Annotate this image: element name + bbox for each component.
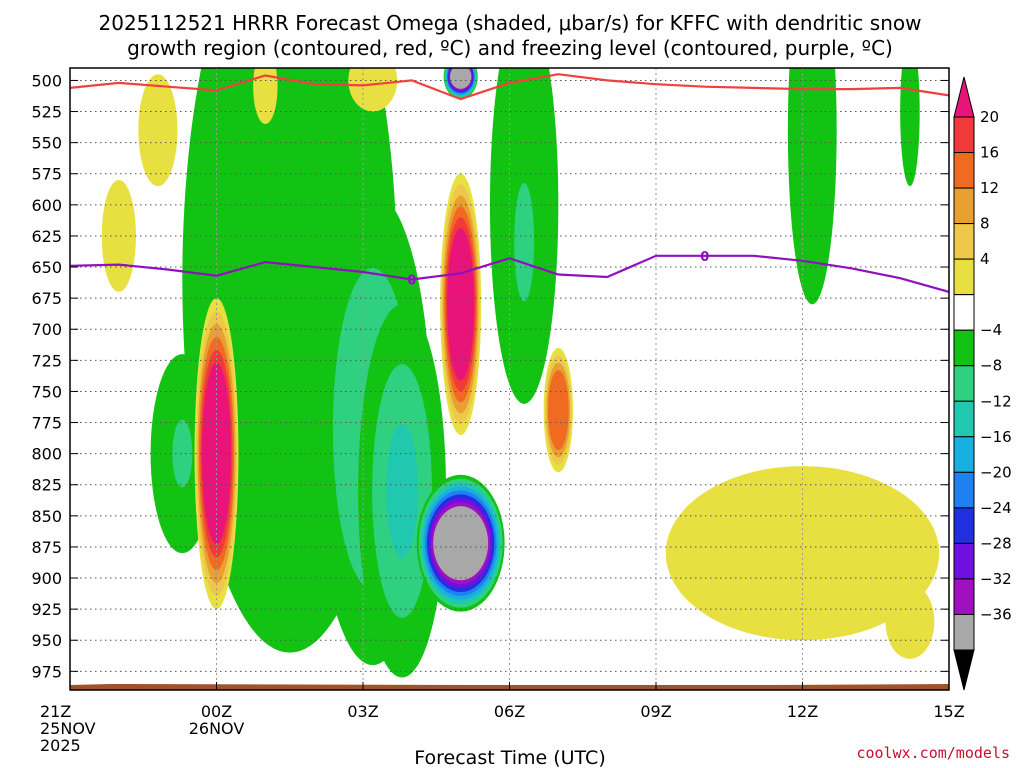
colorbar-label-10: −24: [980, 499, 1012, 517]
teal-region-2230z-level-1: [172, 419, 193, 488]
omega-shading: [101, 68, 940, 678]
weak-upward-14z: [885, 584, 935, 659]
y-tick-label-575: 575: [31, 165, 62, 184]
colorbar-box-2: [953, 187, 975, 225]
teal-region-0630z-level-1: [514, 182, 535, 302]
colorbar-box-9: [953, 436, 975, 473]
colorbar-top-arrow: [953, 76, 975, 118]
y-tick-label-775: 775: [31, 414, 62, 433]
colorbar-box-1: [953, 152, 975, 189]
colorbar-label-4: 4: [980, 250, 990, 268]
colorbar-box-11: [953, 507, 975, 544]
green-region-12z-level-0: [787, 68, 837, 305]
colorbar-label-8: −16: [980, 428, 1012, 446]
colorbar-label-5: −4: [980, 321, 1002, 339]
x-tick-label-4-0: 09Z: [640, 702, 671, 721]
x-tick-label-1-0: 00Z: [201, 702, 232, 721]
colorbar-label-13: −36: [980, 605, 1012, 623]
weak-upward-01z-top: [253, 68, 278, 124]
y-tick-label-600: 600: [31, 196, 62, 215]
colorbar-box-0: [953, 116, 975, 154]
x-tick-label-0-2: 2025: [40, 736, 81, 755]
downward-core-05z-level-8: [433, 506, 489, 581]
colorbar-label-2: 12: [980, 179, 999, 197]
x-tick-label-0-0: 21Z: [40, 702, 71, 721]
colorbar-bottom-arrow: [953, 649, 975, 691]
downward-top-05z-level-8: [449, 68, 472, 89]
colorbar-label-7: −12: [980, 392, 1012, 410]
colorbar-label-6: −8: [980, 357, 1002, 375]
x-tick-label-0-1: 25NOV: [40, 719, 96, 738]
colorbar-label-1: 16: [980, 144, 999, 162]
colorbar-label-3: 8: [980, 215, 990, 233]
colorbar-box-4: [953, 258, 975, 296]
y-tick-label-875: 875: [31, 538, 62, 557]
grid-lines: [70, 68, 949, 690]
y-tick-label-525: 525: [31, 103, 62, 122]
credit-text: coolwx.com/models: [856, 744, 1010, 762]
y-tick-label-975: 975: [31, 662, 62, 681]
y-axis: 500 525 550 575 600 625 650 675 700 725 750 775 800 8…: [31, 71, 949, 681]
y-tick-label-950: 950: [31, 631, 62, 650]
chart-title-line2: growth region (contoured, red, ºC) and f…: [127, 36, 893, 60]
plot-area: 00: [70, 68, 949, 690]
colorbar-box-8: [953, 400, 975, 438]
x-tick-label-5-0: 12Z: [787, 702, 818, 721]
y-tick-label-800: 800: [31, 445, 62, 464]
y-tick-label-825: 825: [31, 476, 62, 495]
chart-title-line1: 2025112521 HRRR Forecast Omega (shaded, …: [99, 11, 922, 35]
dendritic-growth-contour: [70, 73, 949, 101]
colorbar-box-13: [953, 578, 975, 615]
x-tick-label-2-0: 03Z: [347, 702, 378, 721]
freezing-level-label-0: 0: [407, 273, 416, 288]
colorbar-box-3: [953, 223, 975, 260]
y-tick-label-675: 675: [31, 289, 62, 308]
y-tick-label-625: 625: [31, 227, 62, 246]
colorbar-box-5: [953, 294, 975, 331]
upward-07z-level-3: [547, 370, 569, 450]
freezing-level-contour: [70, 254, 949, 293]
y-tick-label-900: 900: [31, 569, 62, 588]
y-tick-label-725: 725: [31, 351, 62, 370]
x-tick-label-6-0: 15Z: [933, 702, 964, 721]
x-tick-label-3-0: 06Z: [494, 702, 525, 721]
freezing-level-label-1: 0: [700, 250, 709, 265]
colorbar-box-6: [953, 329, 975, 367]
freezing-level-labels: 00: [407, 250, 709, 289]
colorbar-box-12: [953, 542, 975, 580]
y-tick-label-925: 925: [31, 600, 62, 619]
colorbar-label-0: 20: [980, 108, 999, 126]
cyan-region-04z-level-2: [386, 423, 418, 559]
y-tick-label-700: 700: [31, 320, 62, 339]
colorbar-box-7: [953, 365, 975, 402]
weak-upward-03z-top: [348, 68, 398, 112]
weak-upward-2230z-top: [138, 74, 178, 187]
colorbar-label-12: −32: [980, 570, 1012, 588]
upward-core-05z-level-5: [447, 228, 475, 381]
y-tick-label-500: 500: [31, 71, 62, 90]
colorbar-label-9: −20: [980, 463, 1012, 481]
colorbar: 20 16 12 8 4 −4 −8 −12 −16 −20 −24 −28 −32 −36: [953, 76, 1012, 691]
y-tick-label-550: 550: [31, 134, 62, 153]
x-tick-label-1-1: 26NOV: [189, 719, 245, 738]
y-tick-label-650: 650: [31, 258, 62, 277]
y-tick-label-850: 850: [31, 507, 62, 526]
x-axis-label: Forecast Time (UTC): [414, 747, 605, 768]
colorbar-box-10: [953, 471, 975, 509]
green-region-14z-level-0: [900, 68, 920, 187]
colorbar-box-14: [953, 613, 975, 651]
colorbar-label-11: −28: [980, 534, 1012, 552]
y-tick-label-750: 750: [31, 382, 62, 401]
